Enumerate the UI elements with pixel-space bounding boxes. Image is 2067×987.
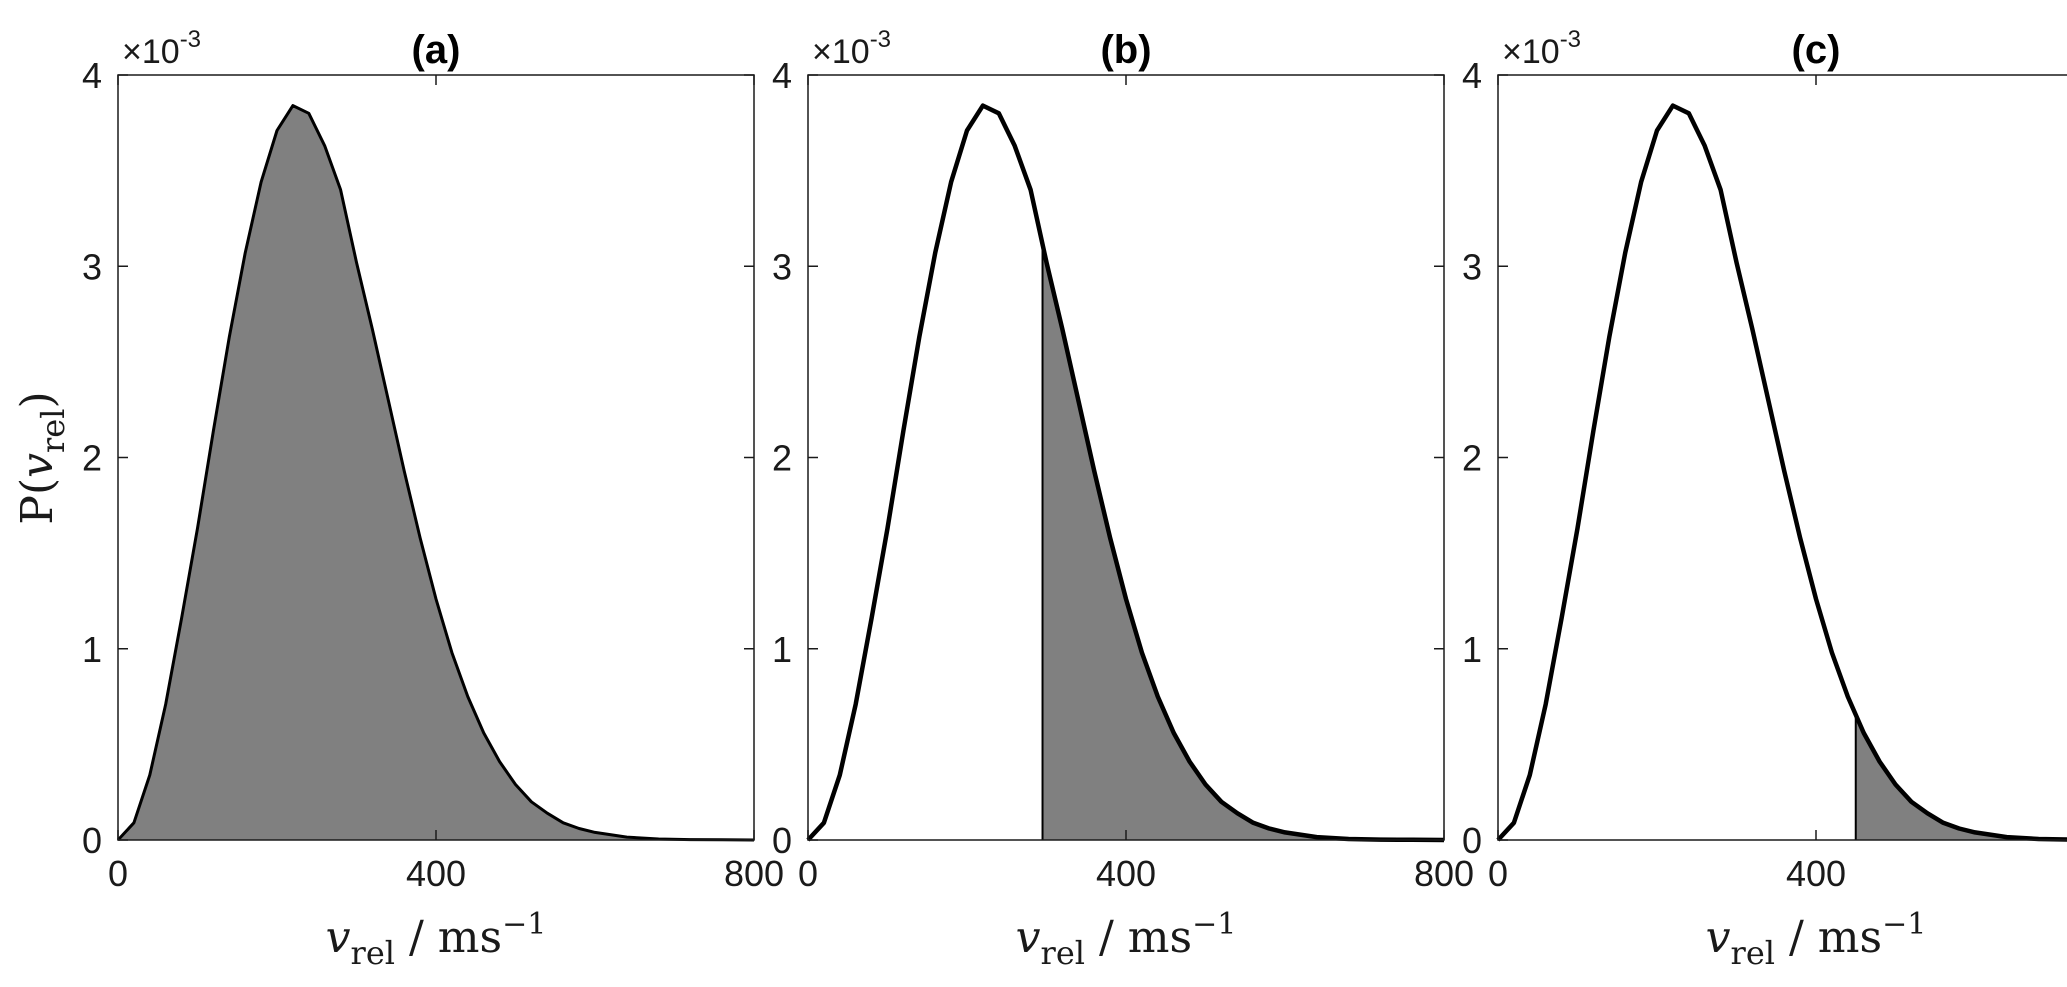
x-tick-label: 400 xyxy=(1786,853,1846,894)
panel-b: 0 400 800 0 1 2 3 4 ×10-3 (b) vrel / ms−1 xyxy=(772,26,1474,972)
distribution-curve xyxy=(1496,103,2067,842)
x-tick-label: 400 xyxy=(1096,853,1156,894)
y-tick-label: 0 xyxy=(82,820,102,861)
y-tick-label: 3 xyxy=(772,246,792,287)
x-axis-label: vrel / ms−1 xyxy=(1706,907,1927,972)
y-tick-label: 2 xyxy=(772,438,792,479)
y-tick-label: 1 xyxy=(772,629,792,670)
y-exponent: ×10-3 xyxy=(122,26,201,71)
y-label-sub: rel xyxy=(34,409,72,453)
y-tick-label: 2 xyxy=(1462,438,1482,479)
y-tick-label: 3 xyxy=(82,246,102,287)
panel-title: (c) xyxy=(1792,28,1841,72)
x-tick-label: 400 xyxy=(406,853,466,894)
panel-title: (a) xyxy=(412,28,461,72)
y-axis-label: P(vrel) xyxy=(12,391,72,524)
panel-title: (b) xyxy=(1100,28,1151,72)
y-tick-label: 0 xyxy=(1462,820,1482,861)
y-tick-label: 1 xyxy=(1462,629,1482,670)
distribution-curve xyxy=(806,103,1445,843)
x-axis-label: vrel / ms−1 xyxy=(1016,907,1237,972)
x-axis-label: vrel / ms−1 xyxy=(326,907,547,972)
y-label-close: ) xyxy=(12,391,63,408)
x-tick-label: 800 xyxy=(1414,853,1474,894)
y-tick-label: 3 xyxy=(1462,246,1482,287)
y-label-var: v xyxy=(12,453,63,478)
y-tick-label: 4 xyxy=(1462,55,1482,96)
y-exponent: ×10-3 xyxy=(1502,26,1581,71)
y-tick-label: 4 xyxy=(82,55,102,96)
distribution-curve xyxy=(116,104,755,842)
x-tick-label: 0 xyxy=(798,853,818,894)
y-label-func: P( xyxy=(12,478,63,525)
y-exponent: ×10-3 xyxy=(812,26,891,71)
panel-a: 0 400 800 0 1 2 3 4 ×10-3 (a) vrel / ms−1 xyxy=(82,26,784,972)
y-tick-label: 4 xyxy=(772,55,792,96)
x-tick-label: 800 xyxy=(724,853,784,894)
x-tick-label: 0 xyxy=(108,853,128,894)
shaded-area xyxy=(1855,714,2067,840)
shaded-area xyxy=(118,105,754,841)
x-tick-label: 0 xyxy=(1488,853,1508,894)
y-tick-label: 1 xyxy=(82,629,102,670)
shaded-area xyxy=(1042,244,1444,841)
y-tick-label: 0 xyxy=(772,820,792,861)
y-tick-label: 2 xyxy=(82,438,102,479)
